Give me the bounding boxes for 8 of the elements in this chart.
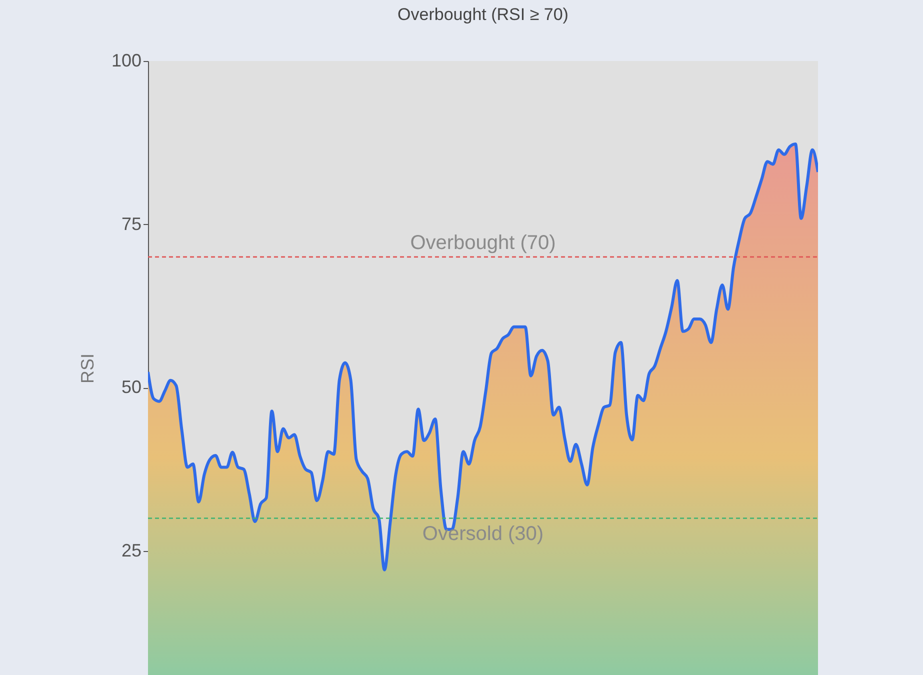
y-tick-label: 25	[121, 540, 142, 560]
y-tick-label: 75	[121, 214, 142, 234]
y-axis-title: RSI	[77, 353, 98, 384]
ref-line-label: Overbought (70)	[410, 232, 556, 254]
ref-line-label: Oversold (30)	[422, 523, 544, 546]
y-tick-label: 50	[121, 377, 142, 398]
y-tick-label: 100	[111, 50, 142, 70]
chart-title: Overbought (RSI ≥ 70)	[398, 5, 568, 24]
